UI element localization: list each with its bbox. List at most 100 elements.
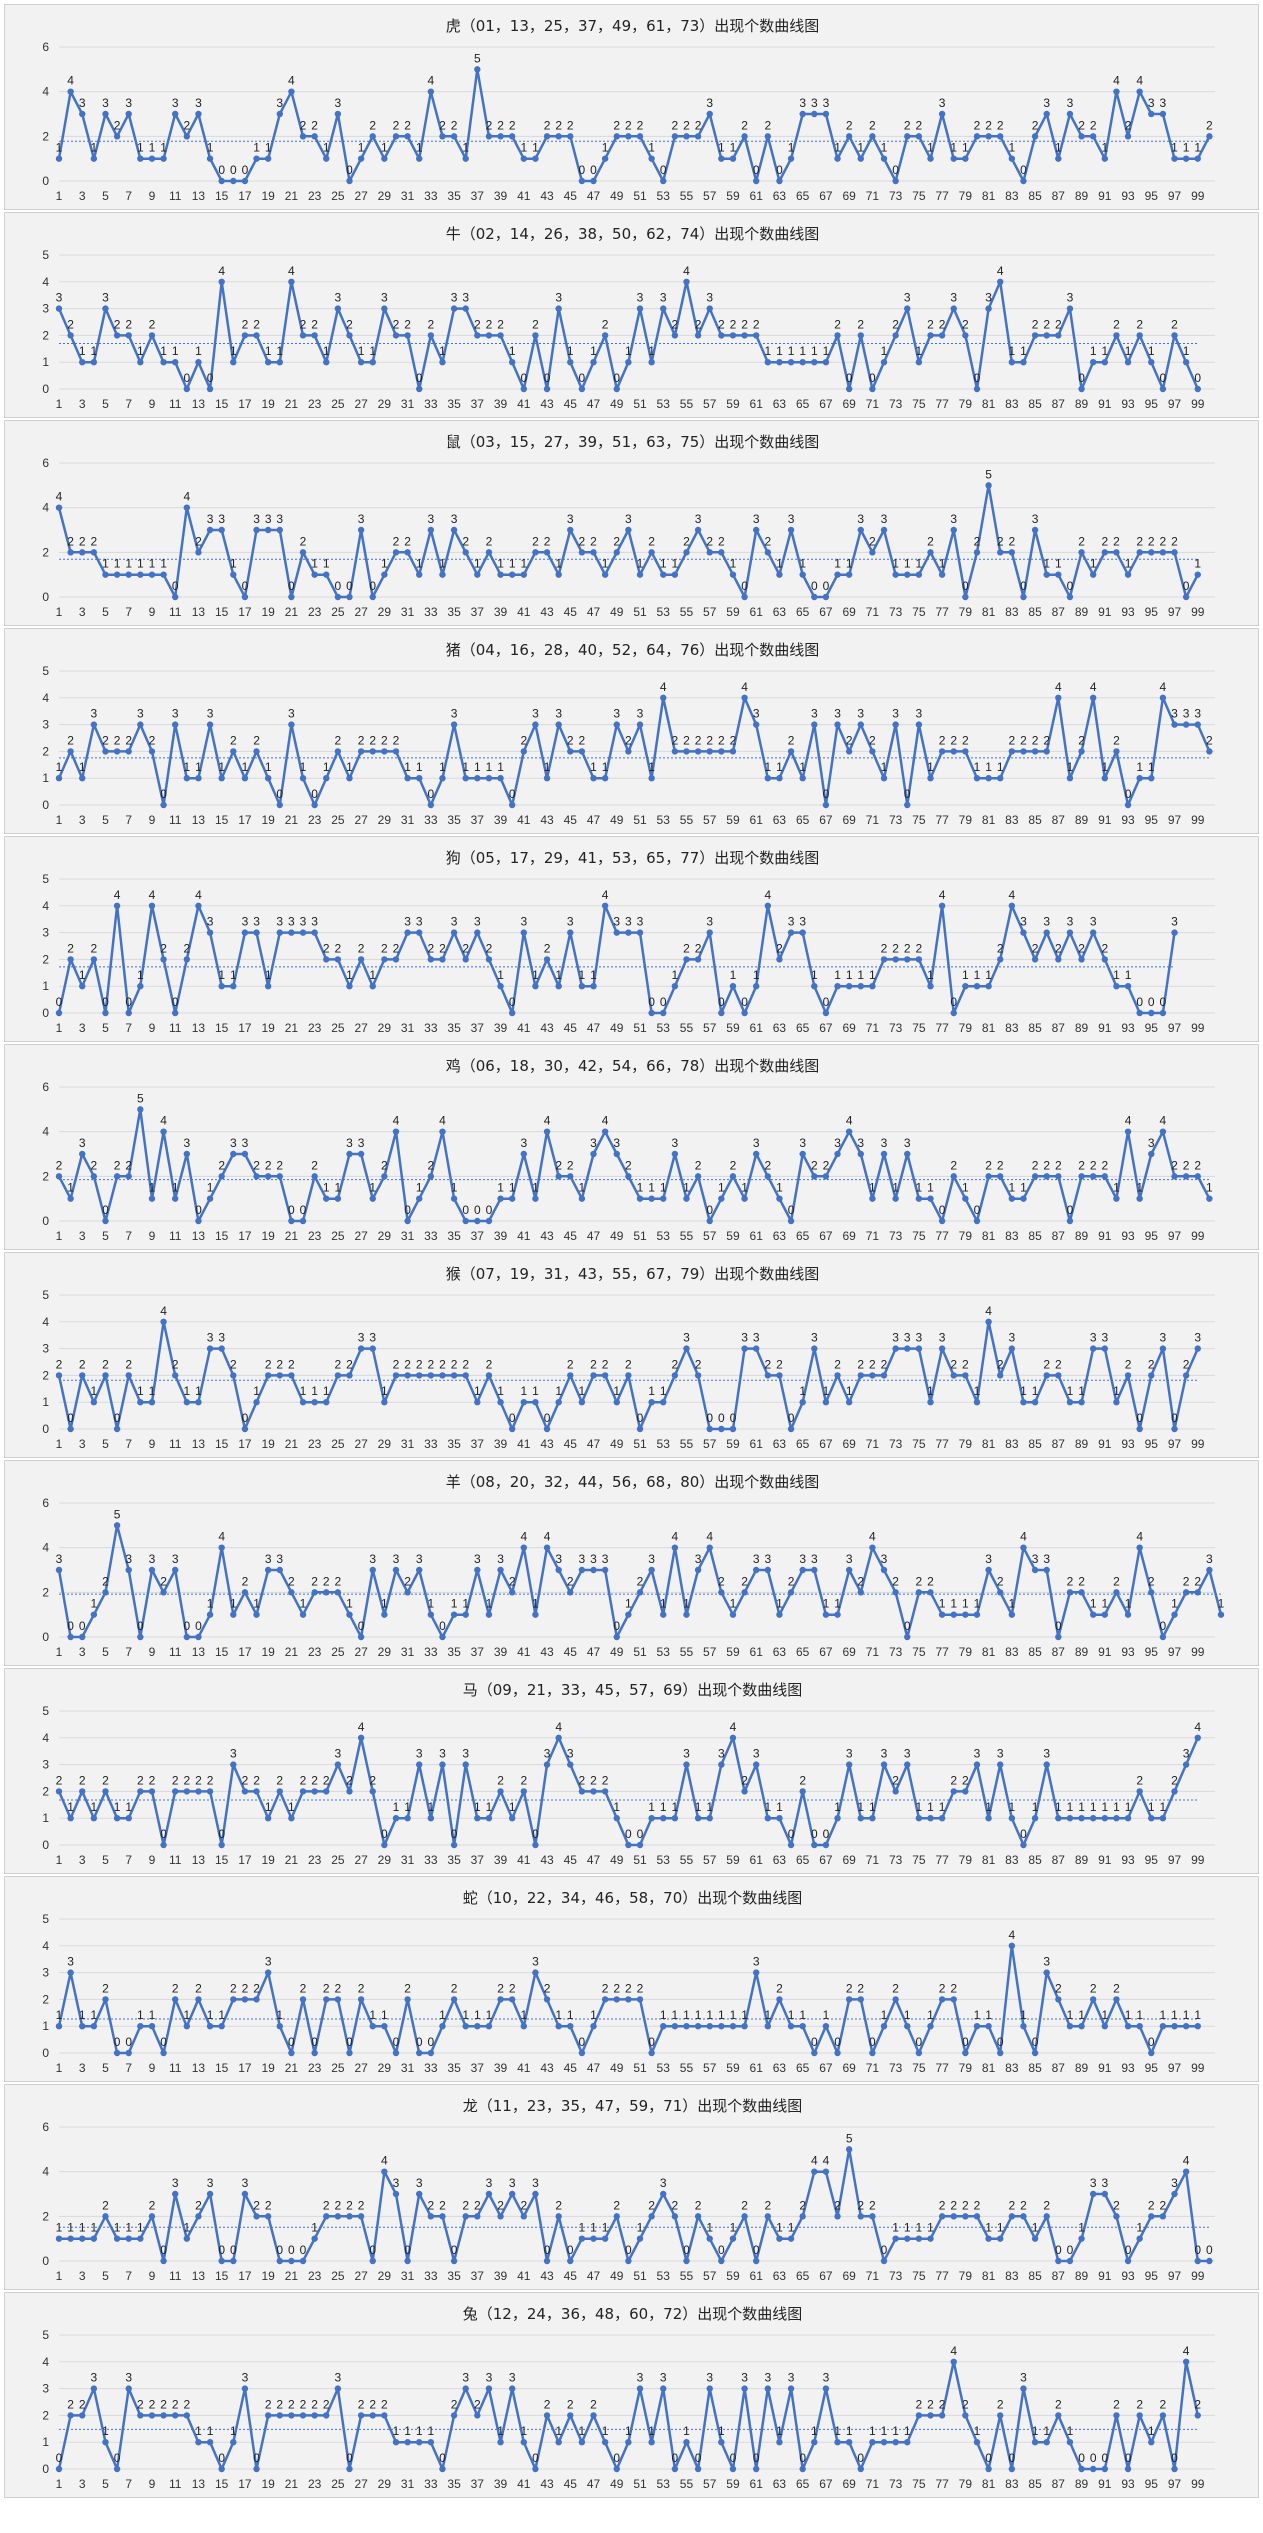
data-point [985,133,992,140]
data-label: 2 [834,2198,841,2212]
data-label: 1 [451,1597,458,1611]
data-point [799,110,806,118]
data-label: 2 [230,733,237,747]
data-point [1171,1788,1178,1795]
data-point [601,1996,609,2003]
data-point [869,2213,876,2220]
data-point [683,1345,690,1352]
data-point [1159,1633,1167,1641]
x-tick-label: 15 [215,1229,229,1243]
data-point [1078,1399,1085,1406]
data-point [904,2439,911,2446]
data-point [462,1217,469,1225]
chart-title: 鸡（06，18，30，42，54，66，78）出现个数曲线图 [446,1057,820,1075]
data-label: 1 [834,968,841,982]
data-label: 2 [602,317,609,331]
data-label: 1 [393,1800,400,1814]
x-tick-label: 97 [1168,1437,1182,1451]
data-point [950,748,957,755]
data-label: 2 [346,317,353,331]
x-tick-label: 11 [169,1437,182,1451]
x-tick-label: 1 [56,2269,63,2283]
data-point [79,549,86,556]
y-tick-label: 2 [42,1992,49,2006]
data-point [1043,1173,1050,1180]
data-label: 1 [114,557,121,571]
data-label: 1 [811,2424,818,2438]
data-point [857,1150,864,1158]
x-tick-label: 31 [401,813,415,827]
x-tick-label: 39 [494,1229,508,1243]
data-point [776,1996,783,2003]
x-tick-label: 53 [657,1229,671,1243]
data-label: 0 [962,579,969,593]
data-label: 2 [323,1574,330,1588]
data-label: 0 [369,2243,376,2257]
data-point [148,902,156,909]
data-point [648,2049,655,2057]
data-point [381,2023,388,2030]
x-tick-label: 33 [424,397,438,411]
data-point [416,385,423,393]
data-point [288,721,295,728]
x-tick-label: 33 [424,189,438,203]
x-tick-label: 25 [331,1853,345,1867]
x-tick-label: 89 [1075,1645,1089,1659]
data-label: 3 [788,512,795,526]
data-label: 2 [462,941,469,955]
data-label: 2 [67,534,74,548]
data-point [299,2412,307,2419]
data-point [160,571,167,578]
x-tick-label: 53 [657,1437,671,1451]
x-tick-label: 55 [680,2269,694,2283]
data-point [1078,133,1085,140]
data-label: 1 [509,1800,516,1814]
x-tick-label: 17 [238,1437,252,1451]
data-label: 2 [544,534,551,548]
data-point [1182,1589,1190,1596]
data-point [753,332,760,339]
x-tick-label: 13 [192,813,206,827]
data-point [416,1761,423,1768]
x-tick-label: 5 [102,1645,109,1659]
data-label: 1 [474,1384,481,1398]
x-tick-label: 31 [401,605,415,619]
x-tick-label: 63 [773,2477,787,2491]
data-label: 2 [451,1357,458,1371]
x-tick-label: 99 [1191,813,1205,827]
data-point [1136,2412,1143,2419]
data-point [183,385,191,393]
data-label: 2 [67,317,74,331]
data-point [741,2385,748,2392]
data-point [1113,332,1120,339]
data-label: 3 [451,291,458,305]
x-tick-label: 79 [959,2269,973,2283]
data-point [1136,1009,1143,1017]
data-label: 2 [288,1357,295,1371]
data-point [1066,305,1074,312]
chart-panel: 蛇（10，22，34，46，58，70）出现个数曲线图 0 1 2 3 4 5 1 3 5 7 9 11… [4,1876,1259,2082]
data-label: 1 [218,2008,225,2022]
data-label: 2 [683,534,690,548]
data-point [648,2213,655,2220]
data-point [264,2213,272,2220]
data-point [1043,571,1050,578]
data-point [392,332,400,339]
data-point [880,1566,888,1574]
x-tick-label: 13 [192,1853,206,1867]
data-point [241,1788,249,1795]
x-tick-label: 61 [750,397,764,411]
data-label: 0 [509,995,516,1009]
data-point [369,359,376,366]
x-tick-label: 29 [378,1229,392,1243]
data-point [160,1589,167,1596]
y-tick-label: 0 [42,382,49,396]
data-label: 2 [509,118,516,132]
data-point [985,1173,992,1180]
data-label: 4 [1136,74,1143,88]
data-point [648,1566,655,1574]
x-tick-label: 5 [102,189,109,203]
data-label: 3 [753,1955,760,1969]
data-point [1101,2465,1109,2473]
